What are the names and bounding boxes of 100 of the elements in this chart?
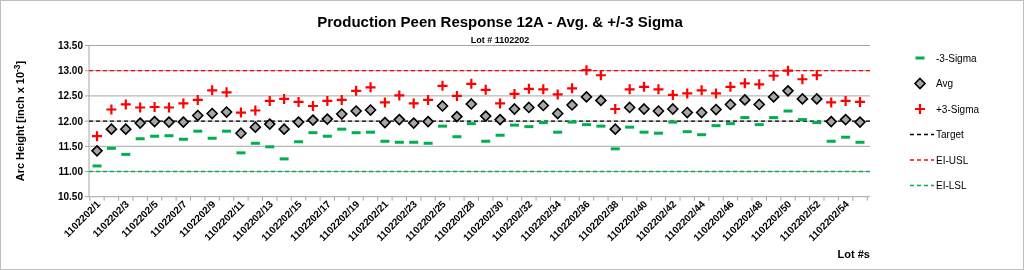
point: [263, 94, 276, 108]
point: [709, 87, 723, 100]
point: [695, 106, 708, 119]
point: [364, 104, 377, 116]
point: [537, 83, 550, 96]
point: [523, 101, 535, 114]
point: [191, 93, 204, 107]
point: [307, 114, 319, 126]
point: [278, 123, 290, 135]
point: [407, 97, 420, 110]
point: [739, 94, 751, 106]
y-tick-label: 10.50: [57, 191, 84, 203]
point: [580, 64, 593, 77]
point: [321, 94, 334, 108]
point: [695, 84, 708, 97]
point: [494, 113, 506, 126]
point: [450, 89, 464, 102]
point: [667, 103, 679, 115]
point: [119, 123, 132, 135]
point: [810, 69, 823, 82]
point: [638, 103, 650, 115]
point: [825, 96, 838, 109]
point: [206, 107, 218, 120]
point: [378, 96, 392, 109]
point: [306, 99, 320, 113]
point: [119, 98, 132, 111]
point: [465, 98, 478, 110]
point: [479, 83, 492, 96]
point: [364, 81, 377, 94]
point: [436, 79, 449, 92]
point: [781, 64, 795, 77]
point: [292, 95, 305, 109]
point: [148, 115, 161, 128]
y-tick-label: 12.00: [57, 115, 84, 127]
point: [350, 105, 362, 117]
y-tick-label: 11.00: [58, 166, 84, 177]
point: [623, 101, 636, 114]
y-tick-label: 13.00: [57, 65, 84, 77]
point: [522, 82, 535, 95]
point: [623, 83, 636, 96]
point: [134, 117, 146, 129]
point: [249, 104, 262, 117]
point: [393, 113, 406, 126]
point: [422, 93, 435, 107]
point: [853, 95, 867, 109]
point: [407, 117, 420, 129]
legend-label: Avg: [936, 78, 954, 89]
point: [724, 98, 737, 111]
point: [206, 84, 219, 97]
point: [551, 88, 564, 101]
point: [493, 97, 507, 110]
point: [422, 115, 434, 128]
point: [551, 107, 564, 120]
point: [738, 77, 751, 90]
point: [796, 73, 809, 86]
point: [379, 116, 391, 129]
point: [235, 127, 247, 139]
point: [148, 100, 161, 114]
point: [839, 113, 852, 126]
legend-label: Target: [936, 129, 965, 140]
point: [249, 121, 262, 133]
point: [825, 115, 838, 128]
point: [782, 85, 794, 97]
point: [90, 130, 104, 143]
point: [796, 93, 809, 105]
point: [537, 99, 550, 112]
point: [263, 118, 276, 130]
point: [393, 89, 406, 102]
point: [753, 98, 766, 111]
point: [234, 106, 248, 119]
point: [191, 109, 204, 122]
point: [609, 123, 622, 135]
legend-label: EI-LSL: [936, 180, 968, 191]
legend-label: EI-USL: [936, 154, 969, 166]
point: [767, 69, 780, 82]
point: [595, 94, 607, 107]
point: [177, 116, 190, 128]
point: [580, 91, 593, 103]
point: [637, 80, 651, 93]
point: [91, 145, 103, 157]
point: [710, 103, 722, 116]
point: [839, 94, 852, 108]
point: [436, 100, 449, 112]
point: [767, 91, 780, 103]
point: [724, 80, 737, 93]
point: [105, 123, 118, 135]
legend-label: +3-Sigma: [936, 103, 980, 115]
legend-label: -3-Sigma: [936, 52, 977, 64]
point: [681, 106, 694, 119]
point: [652, 105, 665, 117]
point: [854, 116, 866, 128]
point: [652, 83, 665, 96]
y-tick-label: 11.50: [58, 140, 84, 152]
point: [594, 69, 607, 82]
point: [335, 93, 348, 107]
point: [220, 106, 233, 118]
point: [609, 102, 622, 116]
point: [292, 116, 305, 128]
point: [278, 92, 291, 106]
point: [162, 101, 176, 114]
